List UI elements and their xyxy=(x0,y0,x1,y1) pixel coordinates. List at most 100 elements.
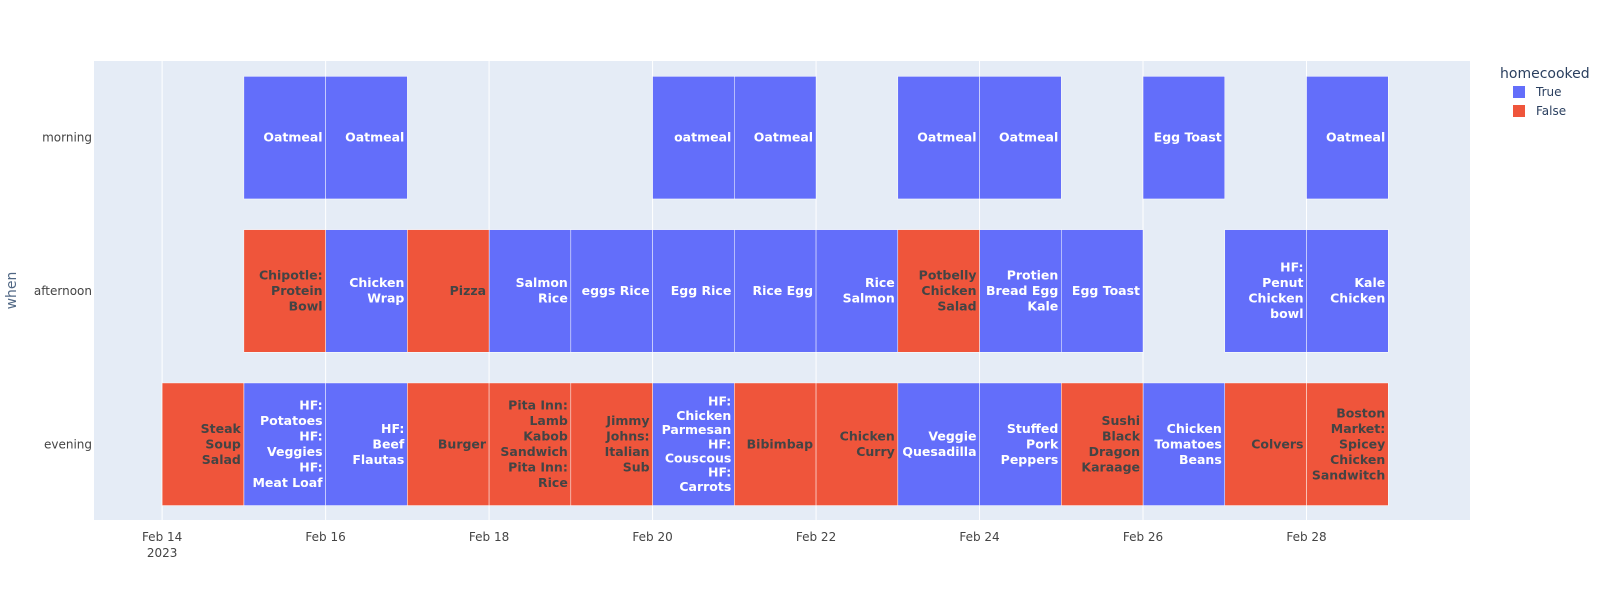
bar[interactable]: Pita Inn: Lamb Kabob Sandwich Pita Inn: Rice xyxy=(488,382,572,506)
bar-rect[interactable] xyxy=(897,76,980,200)
bar[interactable]: Egg Rice xyxy=(652,229,735,353)
bar-rect[interactable] xyxy=(325,229,408,353)
bar-rect[interactable] xyxy=(325,382,408,506)
bar[interactable]: Potbelly Chicken Salad xyxy=(897,229,980,353)
bar-rect[interactable] xyxy=(734,229,817,353)
bar[interactable]: Chicken Tomatoes Beans xyxy=(1142,382,1226,506)
bar-label: Chicken Tomatoes Beans xyxy=(1154,421,1221,467)
y-tick-label: evening xyxy=(44,437,92,451)
bar[interactable]: Protien Bread Egg Kale xyxy=(979,229,1062,353)
bar[interactable]: oatmeal xyxy=(652,76,735,200)
bar-rect[interactable] xyxy=(652,382,735,506)
y-tick-label: afternoon xyxy=(34,284,92,298)
bar-rect[interactable] xyxy=(570,229,653,353)
bar-rect[interactable] xyxy=(1142,76,1226,200)
bar-rect[interactable] xyxy=(1224,382,1307,506)
legend-item[interactable]: True xyxy=(1513,85,1562,99)
bar-rect[interactable] xyxy=(1224,229,1307,353)
bar-rect[interactable] xyxy=(897,229,980,353)
bar[interactable]: eggs Rice xyxy=(570,229,653,353)
bar[interactable]: Egg Toast xyxy=(1142,76,1226,200)
bar-rect[interactable] xyxy=(1306,229,1389,353)
bar[interactable]: Stuffed Pork Peppers xyxy=(979,382,1062,506)
bar[interactable]: Chicken Curry xyxy=(815,382,899,506)
bar-label: Kale Chicken xyxy=(1330,275,1385,306)
bar-rect[interactable] xyxy=(243,382,326,506)
bar[interactable]: Sushi Black Dragon Karaage xyxy=(1061,382,1144,506)
bar-label: Egg Rice xyxy=(671,283,732,298)
x-tick-label: Feb 14 xyxy=(142,530,182,544)
bar-rect[interactable] xyxy=(325,76,408,200)
bar-rect[interactable] xyxy=(570,382,653,506)
bar[interactable]: Oatmeal xyxy=(734,76,817,200)
bar-label: Pita Inn: Lamb Kabob Sandwich Pita Inn: Rice xyxy=(500,398,567,491)
bar-rect[interactable] xyxy=(243,76,326,200)
bar-rect[interactable] xyxy=(652,76,735,200)
bar-label: Steak Soup Salad xyxy=(201,421,242,467)
bar-rect[interactable] xyxy=(815,382,899,506)
x-tick-sublabel: 2023 xyxy=(147,546,178,560)
bar[interactable]: Colvers xyxy=(1224,382,1307,506)
x-tick-label: Feb 16 xyxy=(305,530,345,544)
legend-swatch[interactable] xyxy=(1513,105,1525,117)
bar[interactable]: Oatmeal xyxy=(243,76,326,200)
bar-label: oatmeal xyxy=(674,130,731,145)
legend-swatch[interactable] xyxy=(1513,86,1525,98)
bar[interactable]: Steak Soup Salad xyxy=(161,382,245,506)
x-tick-label: Feb 28 xyxy=(1286,530,1326,544)
bar[interactable]: Jimmy Johns: Italian Sub xyxy=(570,382,653,506)
legend-label: True xyxy=(1535,85,1562,99)
bar[interactable]: Salmon Rice xyxy=(488,229,572,353)
bar[interactable]: Rice Egg xyxy=(734,229,817,353)
bar-rect[interactable] xyxy=(815,229,899,353)
bar-label: Boston Market: Spicey Chicken Sandwitch xyxy=(1312,405,1385,482)
bar-label: HF: Potatoes HF: Veggies HF: Meat Loaf xyxy=(252,398,323,491)
bar[interactable]: HF: Chicken Parmesan HF: Couscous HF: Carrots xyxy=(652,382,735,506)
bar-label: Potbelly Chicken Salad xyxy=(919,267,977,313)
bar-rect[interactable] xyxy=(734,382,817,506)
bar-rect[interactable] xyxy=(979,382,1062,506)
bar-rect[interactable] xyxy=(897,382,980,506)
bar[interactable]: Pizza xyxy=(407,229,490,353)
bar[interactable]: Chicken Wrap xyxy=(325,229,408,353)
bar[interactable]: Boston Market: Spicey Chicken Sandwitch xyxy=(1306,382,1389,506)
bar[interactable]: Egg Toast xyxy=(1061,229,1144,353)
bar[interactable]: Burger xyxy=(407,382,490,506)
bar-label: Chipotle: Protein Bowl xyxy=(259,267,323,313)
bar-rect[interactable] xyxy=(407,229,490,353)
bar-rect[interactable] xyxy=(407,382,490,506)
bar-rect[interactable] xyxy=(243,229,326,353)
bar[interactable]: Rice Salmon xyxy=(815,229,899,353)
x-tick-label: Feb 26 xyxy=(1123,530,1163,544)
bar-label: HF: Penut Chicken bowl xyxy=(1248,260,1303,322)
bar-rect[interactable] xyxy=(1142,382,1226,506)
bar-label: Pizza xyxy=(450,283,486,298)
bar[interactable]: HF: Beef Flautas xyxy=(325,382,408,506)
bar[interactable]: Oatmeal xyxy=(979,76,1062,200)
bar[interactable]: Oatmeal xyxy=(325,76,408,200)
bar-label: Oatmeal xyxy=(999,130,1058,145)
bar[interactable]: Veggie Quesadilla xyxy=(897,382,980,506)
bar-rect[interactable] xyxy=(1061,229,1144,353)
bar[interactable]: HF: Potatoes HF: Veggies HF: Meat Loaf xyxy=(243,382,326,506)
bar[interactable]: Bibimbap xyxy=(734,382,817,506)
bar-rect[interactable] xyxy=(652,229,735,353)
bar-rect[interactable] xyxy=(1306,382,1389,506)
bar-rect[interactable] xyxy=(734,76,817,200)
bar[interactable]: HF: Penut Chicken bowl xyxy=(1224,229,1307,353)
legend-label: False xyxy=(1536,104,1566,118)
bar[interactable]: Chipotle: Protein Bowl xyxy=(243,229,326,353)
bar-rect[interactable] xyxy=(488,382,572,506)
bar-rect[interactable] xyxy=(1306,76,1389,200)
bar[interactable]: Oatmeal xyxy=(1306,76,1389,200)
bar[interactable]: Oatmeal xyxy=(897,76,980,200)
bar-rect[interactable] xyxy=(161,382,245,506)
bar-label: Oatmeal xyxy=(1326,130,1385,145)
bar-rect[interactable] xyxy=(979,76,1062,200)
bar-rect[interactable] xyxy=(1061,382,1144,506)
bar[interactable]: Kale Chicken xyxy=(1306,229,1389,353)
bar-label: Chicken Curry xyxy=(840,429,895,460)
legend-item[interactable]: False xyxy=(1513,104,1566,118)
bar-label: Egg Toast xyxy=(1072,283,1140,298)
